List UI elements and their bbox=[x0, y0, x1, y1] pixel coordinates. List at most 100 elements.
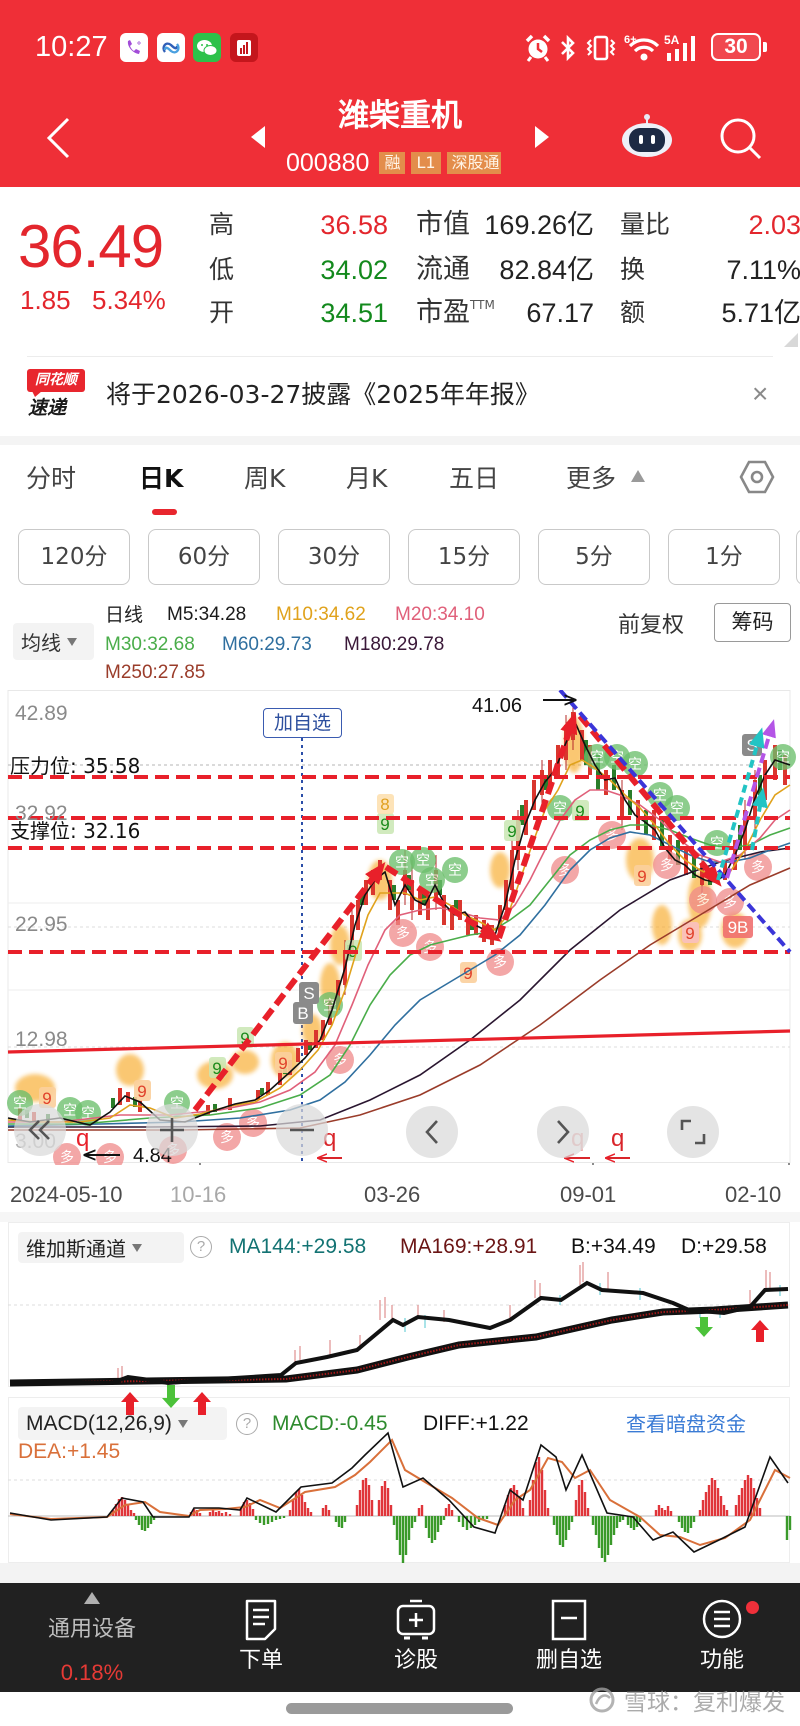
tab-more[interactable]: 更多 bbox=[566, 464, 617, 493]
news-headline[interactable]: 将于2026-03-27披露《2025年年报》 bbox=[106, 380, 540, 409]
tab-daily-k[interactable]: 日K bbox=[139, 464, 184, 493]
period-overflow[interactable] bbox=[796, 529, 800, 585]
watermark: 雪球：复利爆发 bbox=[588, 1686, 785, 1716]
tab-intraday[interactable]: 分时 bbox=[26, 464, 77, 493]
order-button[interactable]: 下单 bbox=[211, 1596, 311, 1686]
indicator-dropdown[interactable]: 均线 bbox=[13, 623, 94, 660]
price-adjust-selector[interactable]: 前复权 bbox=[618, 613, 685, 638]
svg-text:32.92: 32.92 bbox=[15, 802, 68, 825]
tab-monthly-k[interactable]: 月K bbox=[346, 464, 388, 493]
functions-button[interactable]: 功能 bbox=[672, 1596, 772, 1686]
order-label: 下单 bbox=[238, 1648, 283, 1673]
vegas-help-icon[interactable]: ? bbox=[190, 1236, 212, 1258]
search-icon[interactable] bbox=[718, 116, 764, 162]
tab-weekly-k[interactable]: 周K bbox=[244, 464, 286, 493]
back-chevron-icon[interactable] bbox=[44, 116, 72, 160]
high-label: 高 bbox=[209, 210, 235, 239]
sector-name[interactable]: 通用设备 bbox=[47, 1617, 136, 1642]
wifi-icon: 6+ bbox=[624, 34, 660, 61]
ma20-value: M20:34.10 bbox=[395, 604, 485, 625]
remove-watchlist-button[interactable]: 删自选 bbox=[519, 1596, 619, 1686]
expand-up-icon[interactable] bbox=[84, 1592, 100, 1604]
sell-signal-arrow-icon bbox=[695, 1317, 713, 1337]
period-5min[interactable]: 5分 bbox=[538, 529, 650, 585]
double-chevron-left-icon bbox=[28, 1120, 50, 1140]
period-120min[interactable]: 120分 bbox=[18, 529, 130, 585]
chart-settings-icon[interactable] bbox=[739, 459, 775, 495]
caret-down-icon bbox=[67, 637, 77, 646]
svg-text:S: S bbox=[303, 984, 314, 1003]
sync-app-icon bbox=[157, 33, 185, 62]
expand-corner-icon[interactable] bbox=[784, 333, 798, 347]
section-separator bbox=[0, 1563, 800, 1583]
macd-indicator-dropdown[interactable]: MACD(12,26,9) bbox=[18, 1407, 227, 1440]
ma180-value: M180:29.78 bbox=[344, 634, 445, 655]
ma60-value: M60:29.73 bbox=[222, 634, 312, 655]
market-cap-label: 市值 bbox=[416, 209, 470, 240]
fullscreen-button[interactable] bbox=[667, 1106, 719, 1158]
date-axis-label: 2024-05-10 bbox=[10, 1182, 123, 1207]
vegas-channel-chart[interactable] bbox=[0, 1222, 800, 1422]
period-label: 日线 bbox=[105, 604, 144, 626]
sector-change: 0.18% bbox=[60, 1660, 124, 1685]
support-resistance-lines bbox=[8, 775, 790, 954]
svg-text:多: 多 bbox=[493, 954, 507, 971]
macd-chart[interactable] bbox=[0, 1397, 800, 1563]
dark-pool-funds-link[interactable]: 查看暗盘资金 bbox=[626, 1412, 746, 1436]
svg-text:9: 9 bbox=[240, 1029, 249, 1048]
remove-watchlist-label: 删自选 bbox=[535, 1648, 602, 1673]
svg-text:9: 9 bbox=[380, 815, 389, 834]
svg-text:9: 9 bbox=[137, 1082, 146, 1101]
news-close-button[interactable]: × bbox=[752, 378, 769, 409]
diagnose-button[interactable]: 诊股 bbox=[366, 1596, 466, 1686]
vegas-indicator-dropdown[interactable]: 维加斯通道 bbox=[18, 1232, 184, 1263]
period-30min[interactable]: 30分 bbox=[278, 529, 390, 585]
watermark-text: 雪球：复利爆发 bbox=[624, 1690, 785, 1716]
breakout-arrow-cyan-2 bbox=[750, 787, 768, 851]
zoom-out-button[interactable] bbox=[276, 1104, 328, 1156]
period-60min[interactable]: 60分 bbox=[148, 529, 260, 585]
chip-distribution-button[interactable]: 筹码 bbox=[714, 603, 791, 642]
svg-text:B: B bbox=[297, 1004, 308, 1023]
tab-five-day[interactable]: 五日 bbox=[449, 464, 500, 493]
add-to-watchlist-button[interactable]: 加自选 bbox=[263, 708, 342, 738]
long-markers: 多 多 多 多 多 多 多 多 多 多 多 多 多 多 多 bbox=[53, 821, 772, 1165]
scroll-to-start-button[interactable] bbox=[14, 1104, 66, 1156]
chevron-right-icon bbox=[557, 1120, 570, 1144]
period-1min[interactable]: 1分 bbox=[668, 529, 780, 585]
pe-ttm-label: 市盈TTM bbox=[416, 297, 495, 328]
ma144-value: MA144:+29.58 bbox=[229, 1235, 367, 1258]
svg-text:空: 空 bbox=[323, 998, 337, 1014]
svg-text:9B: 9B bbox=[728, 918, 749, 937]
prev-stock-arrow-icon[interactable] bbox=[250, 125, 266, 149]
next-stock-arrow-icon[interactable] bbox=[534, 125, 550, 149]
diff-value: DIFF:+1.22 bbox=[423, 1412, 529, 1435]
volume-ratio-label: 量比 bbox=[620, 210, 671, 239]
macd-help-icon[interactable]: ? bbox=[236, 1413, 258, 1435]
quote-row-1: 高 36.58 市值 169.26亿 量比 2.03 bbox=[0, 207, 800, 243]
functions-label: 功能 bbox=[699, 1648, 744, 1673]
resistance-label: 压力位: 35.58 bbox=[10, 754, 140, 778]
low-label: 低 bbox=[209, 255, 235, 284]
ai-robot-icon[interactable] bbox=[620, 113, 674, 159]
scroll-left-button[interactable] bbox=[406, 1106, 458, 1158]
zoom-in-button[interactable] bbox=[146, 1104, 198, 1156]
buy-signal-arrow-icon bbox=[751, 1320, 769, 1342]
home-indicator[interactable] bbox=[286, 1703, 513, 1714]
kline-chart[interactable]: 空 空 空 空 空 空 空 空 空 空 空 空 空 空 空 空 空 多 多 多 … bbox=[0, 690, 800, 1165]
svg-text:9: 9 bbox=[507, 822, 516, 841]
vegas-channel-band bbox=[9, 1301, 789, 1387]
level1-badge: L1 bbox=[411, 152, 441, 174]
scroll-right-button[interactable] bbox=[537, 1106, 589, 1158]
svg-text:空: 空 bbox=[425, 873, 439, 889]
svg-text:多: 多 bbox=[246, 1115, 260, 1132]
vegas-price-spikes-up bbox=[117, 1262, 771, 1380]
snowball-logo-icon bbox=[589, 1687, 615, 1713]
margin-badge: 融 bbox=[379, 152, 406, 174]
volume-ratio-value: 2.03 bbox=[748, 210, 800, 240]
svg-text:8: 8 bbox=[380, 795, 389, 814]
news-source-logo: 同花顺 bbox=[27, 369, 85, 392]
svg-text:空: 空 bbox=[395, 855, 409, 871]
fullscreen-icon bbox=[680, 1119, 706, 1145]
period-15min[interactable]: 15分 bbox=[408, 529, 520, 585]
